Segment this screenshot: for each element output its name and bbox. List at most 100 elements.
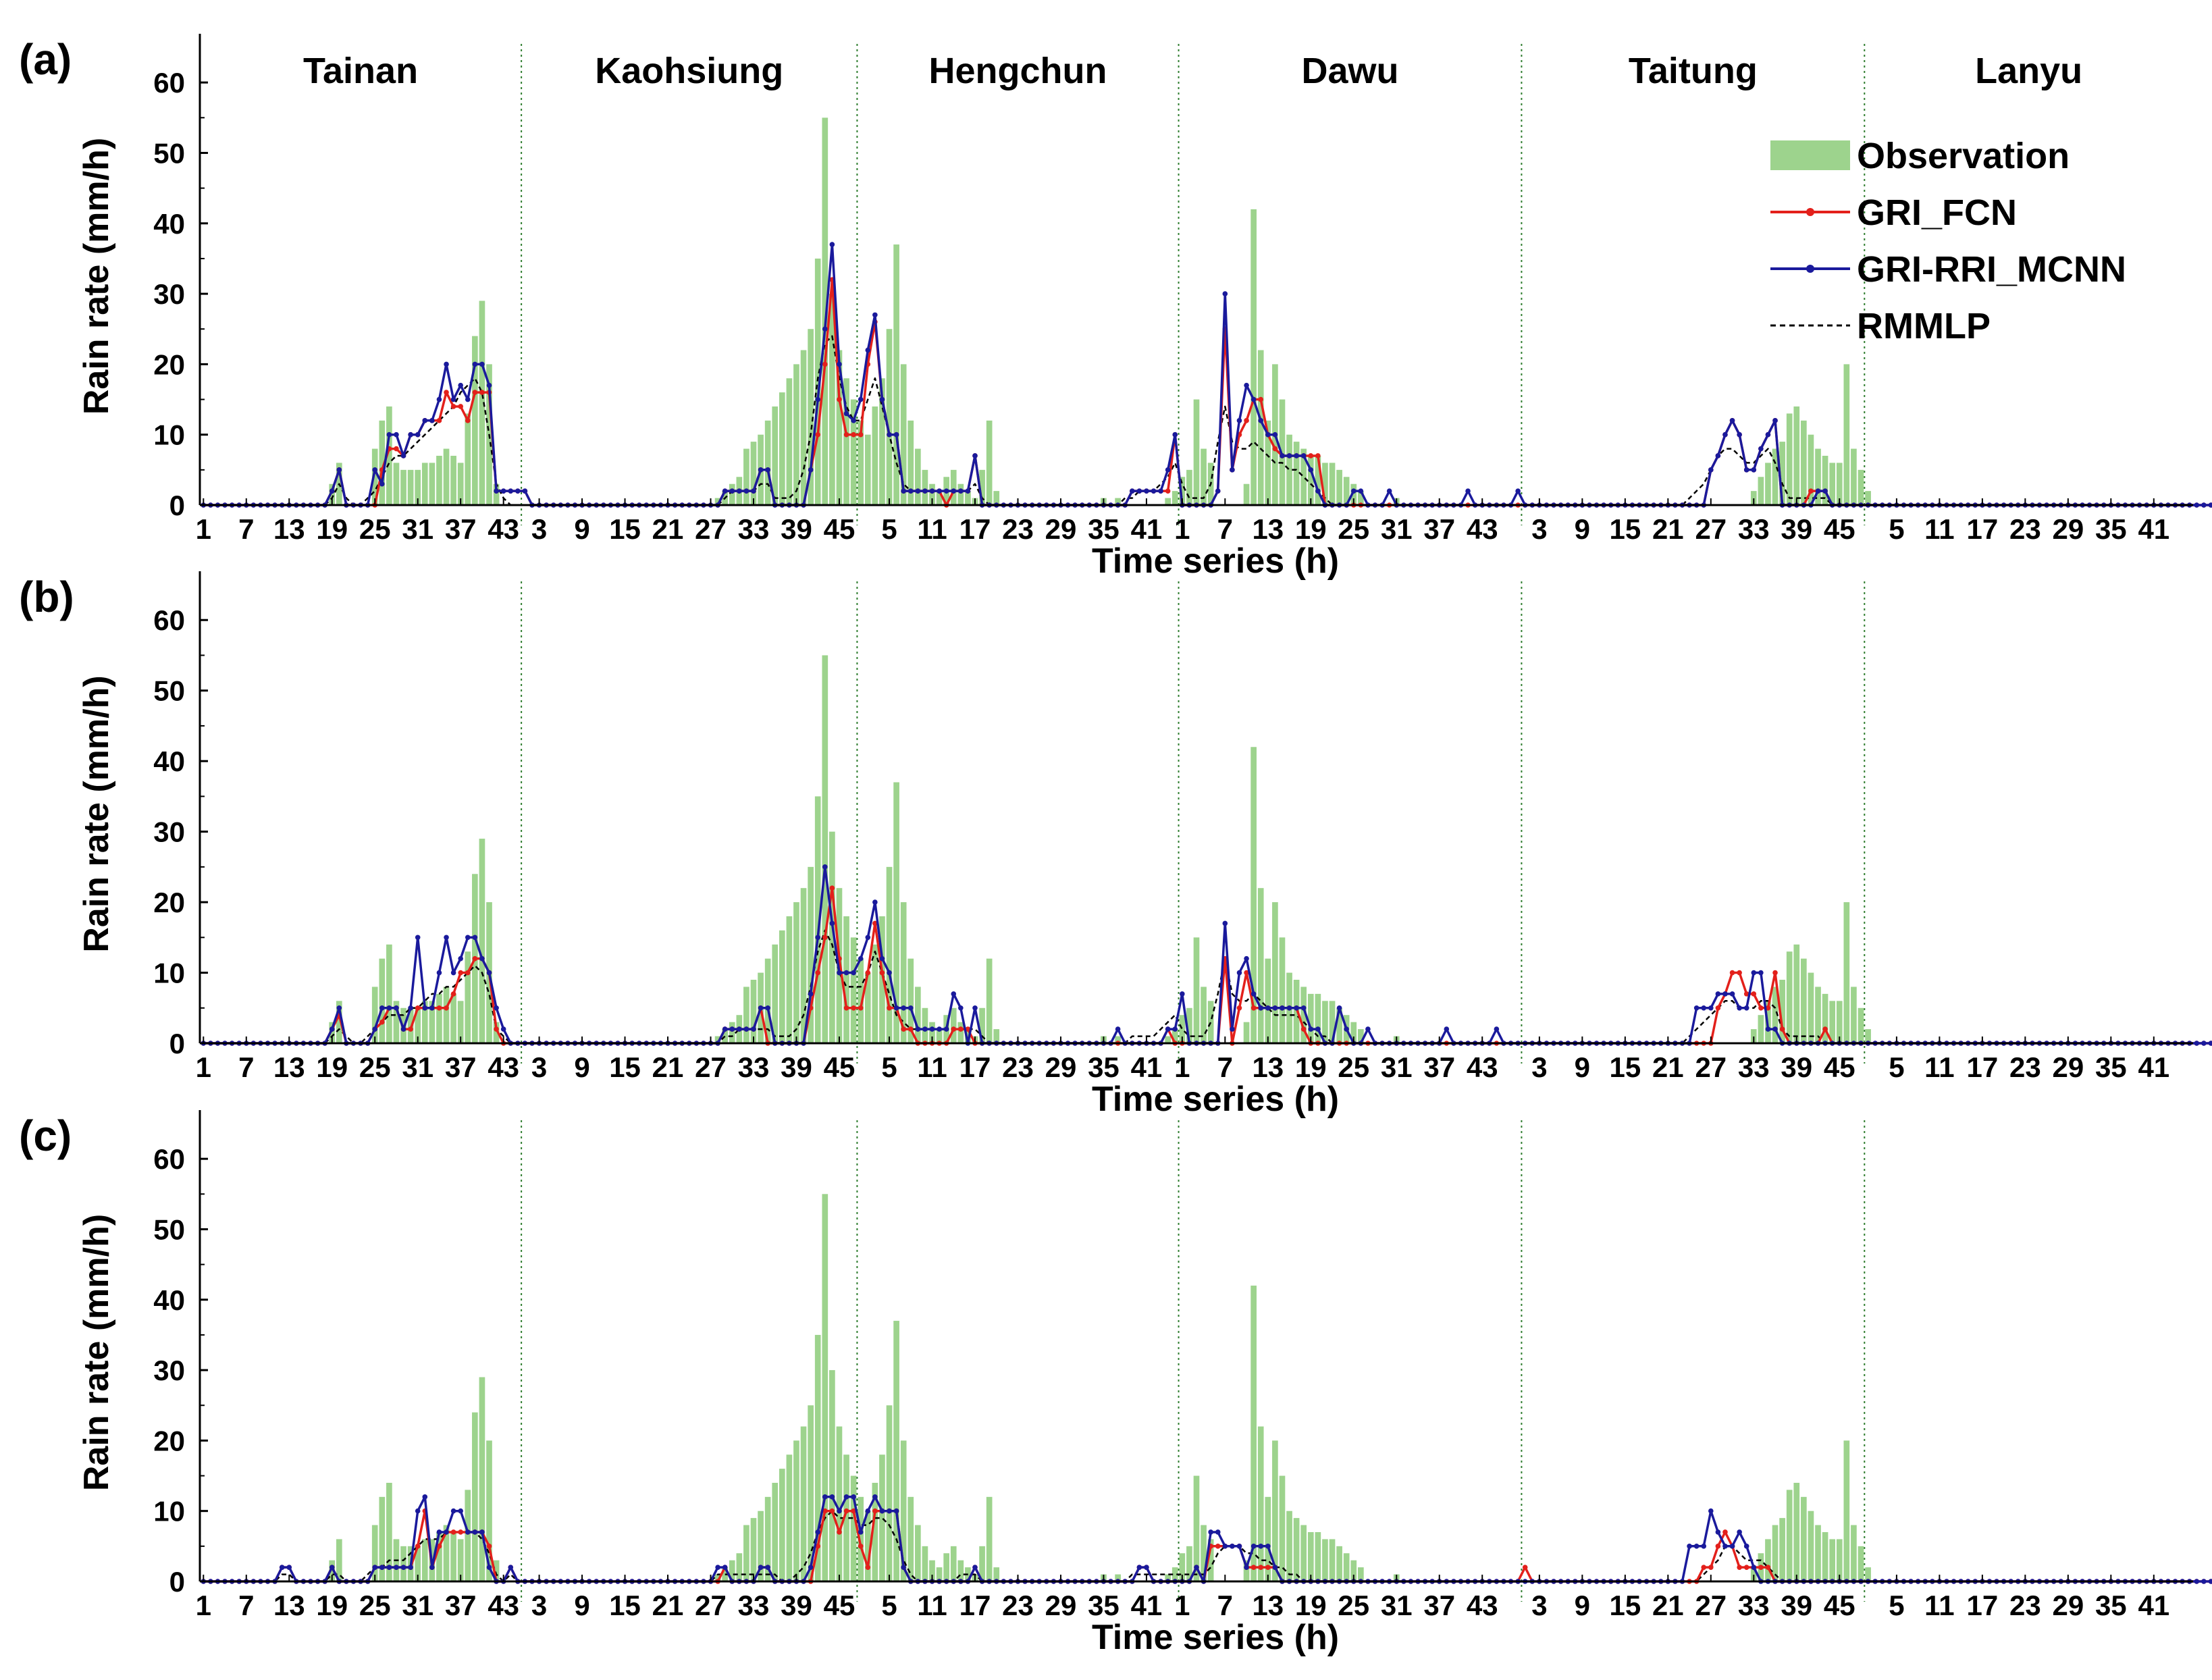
x-tick-label: 35 — [1088, 513, 1120, 545]
gri-rri-mcnn-point — [1215, 1529, 1221, 1535]
panel-0: (a) Tainan Kaohsiung Hengchun Dawu Taitung Lan… — [19, 34, 2212, 581]
gri-fcn-point — [1244, 970, 1249, 976]
y-tick-label: 40 — [153, 1284, 185, 1316]
gri-rri-mcnn-point — [722, 1565, 728, 1570]
gri-rri-mcnn-point — [1258, 1005, 1264, 1011]
observation-bar — [714, 1036, 721, 1043]
y-tick-label: 20 — [153, 887, 185, 918]
observation-bar — [465, 951, 471, 1043]
gri-rri-mcnn-point — [1344, 1026, 1349, 1032]
gri-rri-mcnn-point — [922, 488, 928, 494]
gri-rri-mcnn-point — [851, 1494, 856, 1500]
observation-bar — [1250, 209, 1257, 505]
observation-bar — [986, 958, 993, 1043]
gri-fcn-point — [907, 1026, 914, 1032]
gri-fcn-point — [1272, 446, 1278, 452]
observation-bar — [407, 469, 414, 505]
gri-rri-mcnn-point — [486, 970, 492, 976]
gri-rri-mcnn-point — [1222, 291, 1228, 296]
observation-bar — [1265, 420, 1271, 505]
gri-fcn-point — [450, 1529, 456, 1535]
gri-rri-mcnn-point — [1280, 1005, 1285, 1011]
gri-rri-mcnn-point — [479, 1529, 485, 1535]
gri-rri-mcnn-point — [379, 1005, 385, 1011]
gri-fcn-point — [472, 390, 478, 395]
gri-fcn-point — [472, 955, 478, 962]
gri-rri-mcnn-point — [394, 1005, 399, 1011]
observation-bar — [879, 1454, 885, 1581]
gri-fcn-point — [858, 431, 864, 438]
observation-bar — [1793, 406, 1800, 505]
gri-rri-mcnn-point — [829, 920, 835, 926]
gri-rri-mcnn-point — [2201, 1579, 2207, 1584]
observation-bar — [1808, 1511, 1814, 1581]
gri-fcn-point — [837, 396, 842, 402]
gri-rri-mcnn-point — [1230, 467, 1235, 473]
x-tick-label: 5 — [881, 513, 897, 545]
x-tick-label: 11 — [917, 1590, 947, 1621]
x-tick-label: 13 — [273, 1051, 305, 1083]
gri-fcn-point — [444, 1005, 449, 1011]
observation-bar — [1851, 448, 1857, 505]
y-tick-label: 40 — [153, 745, 185, 777]
x-tick-label: 19 — [1295, 1051, 1327, 1083]
gri-rri-mcnn-point — [901, 1005, 906, 1011]
gri-rri-mcnn-point — [815, 1529, 821, 1535]
observation-bar — [479, 300, 485, 505]
gri-rri-mcnn-point — [458, 1508, 463, 1514]
x-tick-label: 21 — [1652, 1590, 1684, 1621]
observation-bar — [836, 1426, 843, 1581]
gri-fcn-point — [1729, 970, 1735, 976]
gri-rri-mcnn-point — [951, 488, 957, 494]
observation-bar — [957, 1022, 964, 1043]
x-tick-label: 11 — [917, 1051, 947, 1083]
observation-bar — [879, 916, 885, 1043]
gri-rri-mcnn-point — [1215, 488, 1221, 494]
observation-bar — [814, 1334, 821, 1581]
x-tick-label: 33 — [738, 1051, 770, 1083]
gri-rri-mcnn-point — [722, 1026, 728, 1032]
observation-bar — [1329, 1539, 1336, 1581]
observation-bar — [750, 1518, 757, 1581]
y-tick-label: 30 — [153, 1355, 185, 1386]
gri-rri-mcnn-point — [1772, 1026, 1778, 1032]
x-tick-label: 41 — [1131, 1051, 1163, 1083]
gri-rri-mcnn-point — [1151, 488, 1157, 494]
observation-bar — [758, 1511, 764, 1581]
legend-marker-gri_rri_mcnn — [1806, 265, 1814, 273]
observation-bar — [1801, 1496, 1807, 1581]
y-tick-label: 10 — [153, 1496, 185, 1527]
observation-bar — [450, 1531, 456, 1581]
gri-rri-mcnn-point — [943, 1026, 949, 1032]
observation-bar — [743, 448, 749, 505]
gri-rri-mcnn-point — [336, 467, 342, 473]
x-tick-label: 31 — [1381, 513, 1413, 545]
gri-rri-mcnn-point — [1737, 1529, 1742, 1535]
x-tick-label: 25 — [359, 1590, 391, 1621]
legend-label: GRI_FCN — [1857, 192, 2017, 233]
gri-rri-mcnn-point — [907, 1005, 914, 1011]
observation-bar — [1836, 1001, 1843, 1043]
station-label: Kaohsiung — [595, 51, 783, 91]
gri-rri-mcnn-point — [372, 1026, 378, 1032]
gri-rri-mcnn-point — [386, 1565, 392, 1570]
observation-bar — [829, 1370, 835, 1581]
x-tick-label: 25 — [1338, 513, 1369, 545]
gri-rri-mcnn-point — [1693, 1005, 1700, 1011]
observation-bar — [786, 916, 793, 1043]
gri-rri-mcnn-point — [915, 1026, 921, 1032]
gri-fcn-point — [901, 1026, 906, 1032]
x-tick-label: 41 — [1131, 1590, 1163, 1621]
x-tick-label: 19 — [1295, 1590, 1327, 1621]
gri-rri-mcnn-point — [1758, 446, 1764, 452]
observation-bar — [1750, 1567, 1757, 1581]
gri-fcn-point — [858, 1544, 864, 1549]
observation-bar — [1279, 1475, 1286, 1581]
gri-rri-mcnn-point — [1708, 467, 1714, 473]
gri-rri-mcnn-point — [1250, 1544, 1257, 1549]
x-tick-label: 27 — [695, 513, 727, 545]
observation-bar — [729, 1560, 735, 1581]
observation-bar — [729, 483, 735, 505]
